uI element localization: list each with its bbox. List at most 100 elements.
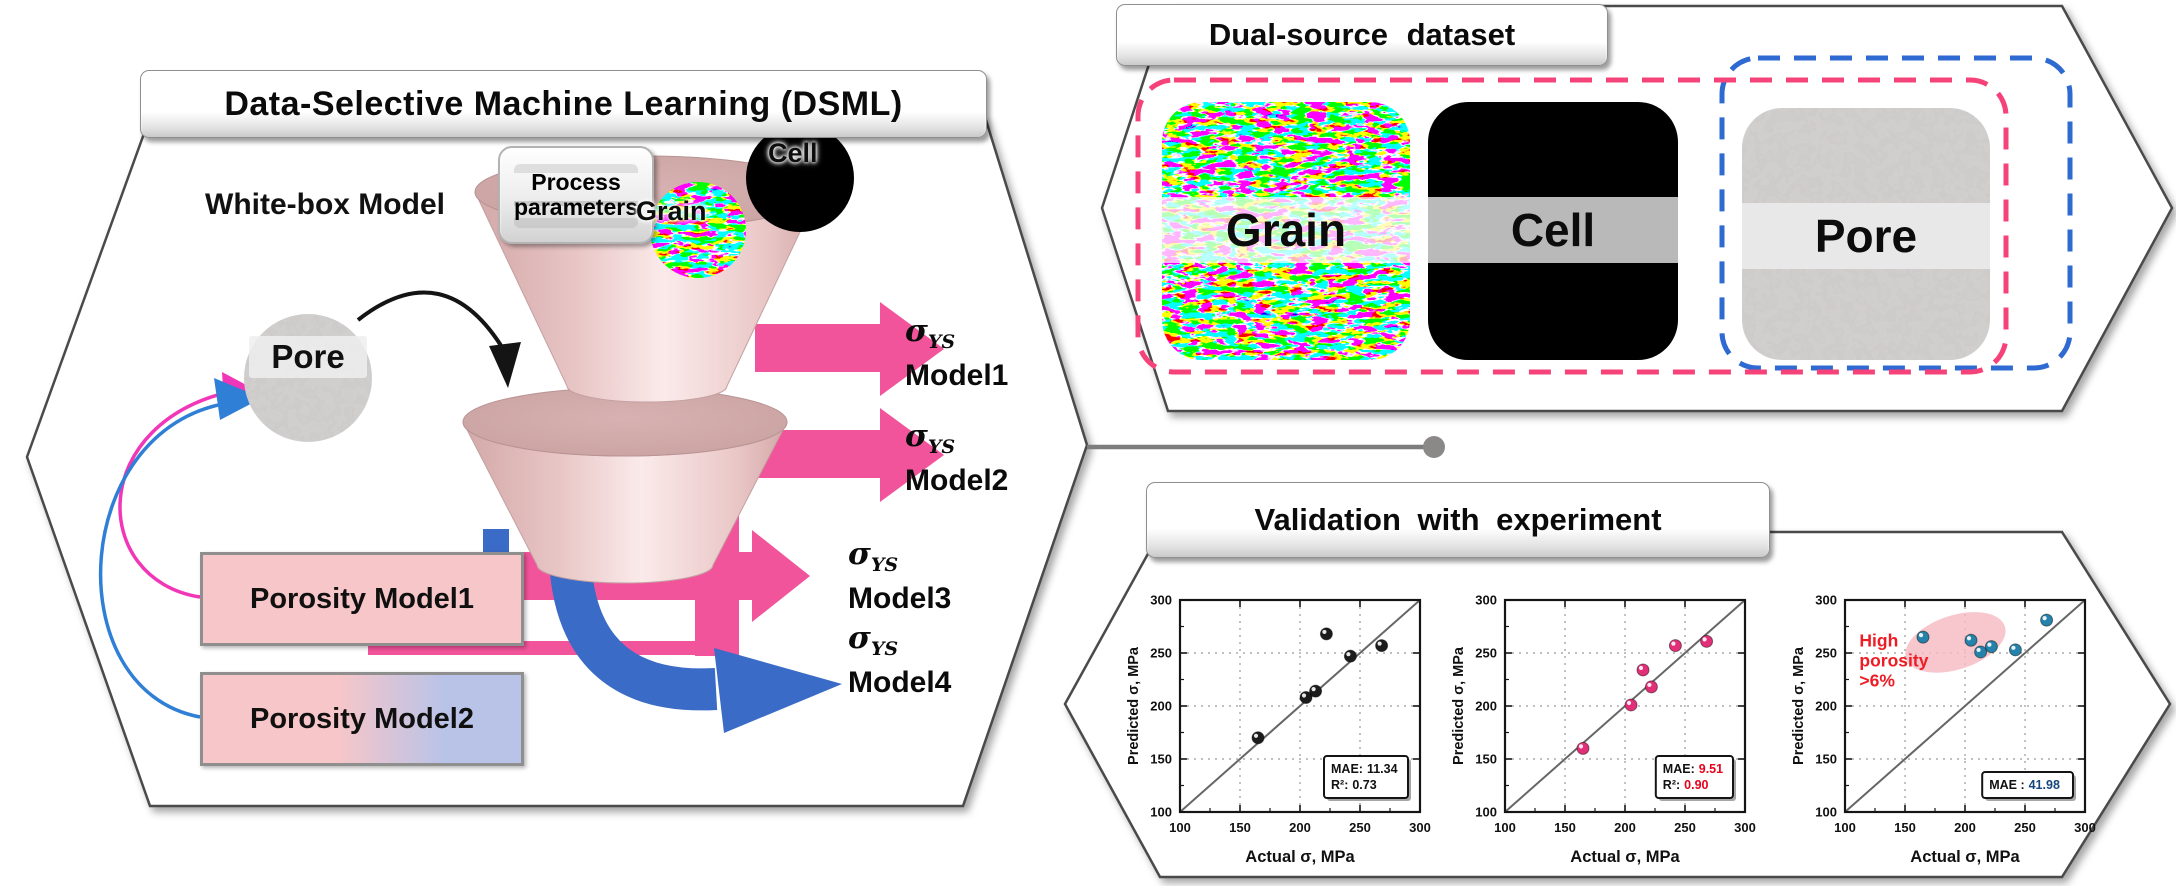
model-name: Model1 [905, 359, 1009, 392]
y-axis-label: Predicted σ, MPa [1791, 646, 1807, 765]
pore-to-funnel-curve [356, 290, 507, 354]
dual-source-title-banner: Dual-source dataset [1116, 4, 1608, 66]
y-tick-label: 100 [1150, 805, 1172, 820]
porosity-model2-box: Porosity Model2 [200, 672, 524, 766]
data-point [1343, 649, 1357, 663]
data-point [1375, 639, 1389, 653]
stats-box [1323, 755, 1409, 799]
data-point [1974, 645, 1988, 659]
y-tick-label: 300 [1475, 593, 1497, 608]
x-tick-label: 300 [2074, 820, 2096, 835]
data-point [1624, 698, 1638, 712]
data-point [1319, 627, 1333, 641]
y-tick-label: 100 [1475, 805, 1497, 820]
pore-selection-dashed-box [1719, 55, 2073, 371]
sigma-subscript: YS [927, 331, 956, 353]
data-point-highlight [1311, 687, 1316, 692]
sigma-arrow-model1 [755, 302, 944, 396]
dsml-title-banner: Data-Selective Machine Learning (DSML) [140, 70, 987, 138]
y-tick-label: 200 [1150, 699, 1172, 714]
data-point [1309, 684, 1323, 698]
y-tick-label: 150 [1475, 752, 1497, 767]
pore-thumbnail-image [244, 314, 372, 442]
validation-title-banner: Validation with experiment [1146, 482, 1770, 558]
data-point [1668, 639, 1682, 653]
y-tick-label: 150 [1150, 752, 1172, 767]
x-tick-label: 150 [1554, 820, 1576, 835]
sigma-symbol: σ [905, 418, 928, 454]
data-point-highlight [1702, 637, 1707, 642]
x-tick-label: 150 [1894, 820, 1916, 835]
data-point-highlight [1253, 733, 1259, 738]
y-tick-label: 250 [1150, 646, 1172, 661]
identity-line [1179, 599, 1421, 813]
data-point-highlight [1301, 693, 1307, 698]
x-tick-label: 200 [1954, 820, 1976, 835]
sigma-arrow-model4-shaft [549, 558, 718, 711]
pore-thumbnail-label: Pore [249, 336, 367, 378]
data-point-highlight [1346, 652, 1351, 657]
process-chip-line2: parameters [513, 194, 639, 220]
sigma-subscript: YS [870, 554, 899, 576]
whitebox-model-label: White-box Model [205, 188, 445, 221]
y-tick-label: 300 [1150, 593, 1172, 608]
dataset-group-dashed-box [1135, 77, 2009, 375]
x-tick-label: 200 [1289, 820, 1311, 835]
x-tick-label: 100 [1169, 820, 1191, 835]
cell-image-label: Cell [1428, 197, 1678, 263]
grain-thumbnail-image [650, 182, 746, 278]
sigma-symbol: σ [848, 536, 871, 572]
data-point-highlight [1647, 682, 1652, 688]
dsml-title: Data-Selective Machine Learning (DSML) [224, 84, 903, 123]
sigma-ys-model2-label: σYS Model2 [905, 418, 1008, 498]
high-porosity-annotation: >6% [1859, 671, 1895, 691]
x-tick-label: 300 [1409, 820, 1431, 835]
data-point [1576, 741, 1590, 755]
data-point-highlight [2011, 645, 2016, 650]
data-point [1251, 731, 1265, 745]
y-tick-label: 200 [1815, 699, 1837, 714]
porosity-model1-label: Porosity Model1 [250, 582, 474, 615]
pore-image-label: Pore [1742, 203, 1990, 269]
sigma-subscript: YS [870, 638, 899, 660]
data-point-highlight [1626, 700, 1632, 706]
porosity2-feedback-curve [99, 400, 237, 719]
sigma-arrow-model2 [755, 408, 944, 502]
x-axis-label: Actual σ, MPa [1910, 848, 2020, 866]
sigma-symbol: σ [905, 313, 928, 349]
process-chip-line1: Process [531, 169, 621, 196]
data-point [1964, 633, 1978, 647]
dual-source-title: Dual-source dataset [1208, 17, 1516, 52]
black-arrowhead-icon [489, 342, 521, 388]
sigma-subscript: YS [927, 436, 956, 458]
x-tick-label: 150 [1229, 820, 1251, 835]
y-tick-label: 150 [1815, 752, 1837, 767]
stats-box [1981, 771, 2074, 799]
cell-thumbnail-label: Cell [768, 138, 818, 168]
y-axis-label: Predicted σ, MPa [1451, 646, 1467, 765]
x-tick-label: 250 [2014, 820, 2036, 835]
printer-graphic-icon [514, 164, 638, 228]
high-porosity-annotation: porosity [1859, 651, 1928, 671]
data-point-highlight [1918, 633, 1924, 638]
data-point [2040, 613, 2054, 627]
data-point [1984, 640, 1998, 654]
data-point [1636, 663, 1650, 677]
sigma-ys-model4-label: σYS Model4 [848, 622, 952, 700]
x-axis-label: Actual σ, MPa [1570, 848, 1680, 866]
y-tick-label: 250 [1475, 646, 1497, 661]
data-point-highlight [1638, 665, 1644, 671]
cell-thumbnail-image [746, 124, 854, 232]
process-parameters-chip: Process parameters [498, 146, 654, 244]
x-tick-label: 100 [1494, 820, 1516, 835]
y-tick-label: 100 [1815, 805, 1837, 820]
funnel-lower [462, 387, 788, 584]
data-point [1700, 634, 1714, 648]
model-name: Model4 [848, 666, 952, 699]
stats-line: R²: 0.90 [1663, 778, 1709, 792]
sigma-ys-model1-label: σYS Model1 [905, 313, 1009, 393]
